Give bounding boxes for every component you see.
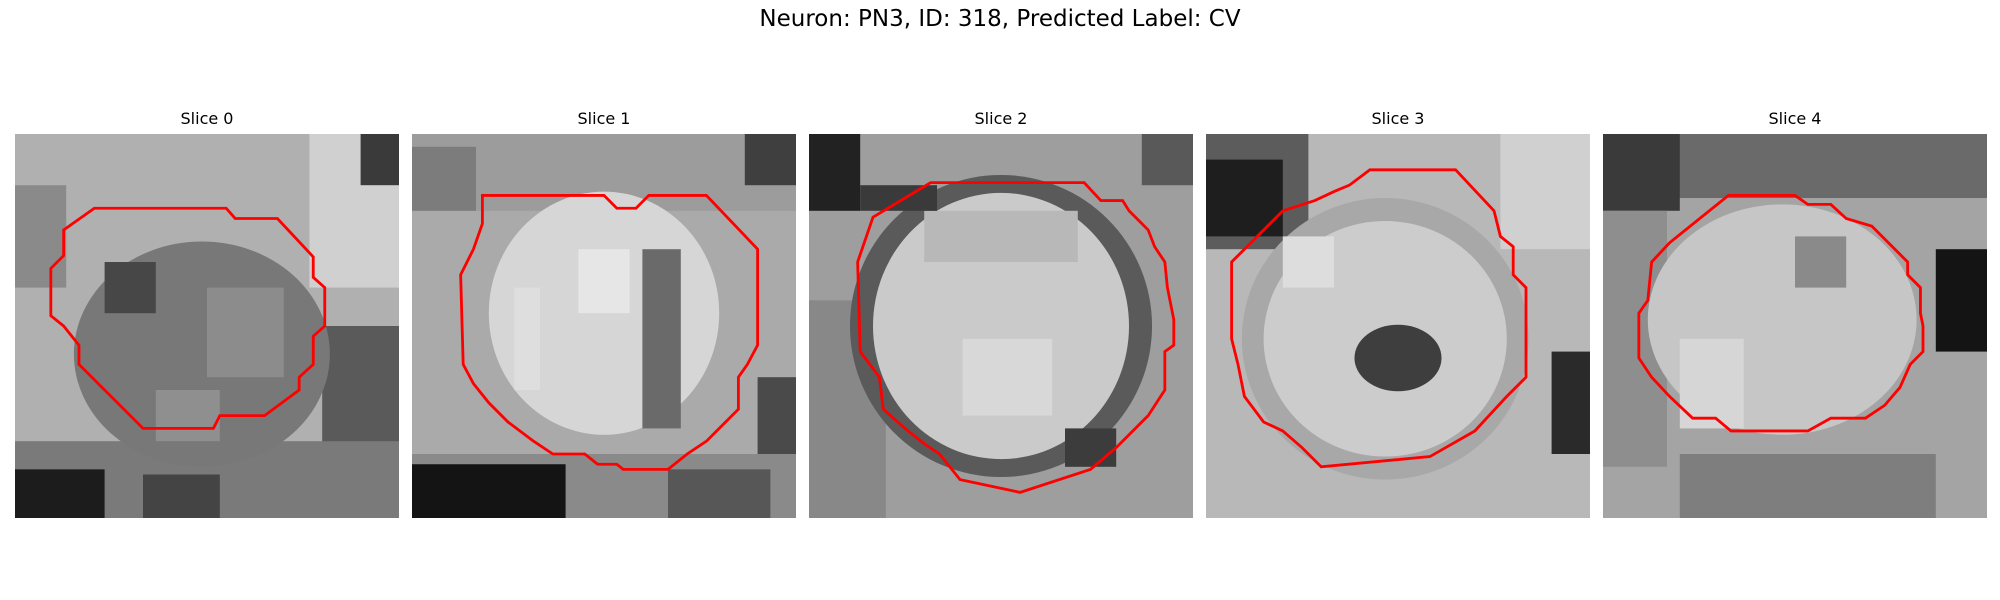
slice-image-2	[809, 134, 1193, 518]
slice-title-3: Slice 3	[1371, 109, 1425, 128]
slice-image-3	[1206, 134, 1590, 518]
slice-panel-1: Slice 1	[412, 108, 796, 518]
slice-title-4: Slice 4	[1768, 109, 1822, 128]
slice-panel-3: Slice 3	[1206, 108, 1590, 518]
slice-panel-0: Slice 0	[15, 108, 399, 518]
slice-title-1: Slice 1	[577, 109, 631, 128]
slice-panel-2: Slice 2	[809, 108, 1193, 518]
slice-image-0	[15, 134, 399, 518]
segmentation-contour-0	[49, 206, 327, 430]
segmentation-contour-4	[1637, 194, 1925, 433]
slice-panel-4: Slice 4	[1603, 108, 1987, 518]
segmentation-contour-1	[459, 194, 760, 471]
segmentation-contour-3	[1230, 168, 1528, 469]
segmentation-contour-2	[856, 181, 1176, 494]
slice-image-1	[412, 134, 796, 518]
slice-image-4	[1603, 134, 1987, 518]
slice-title-0: Slice 0	[180, 109, 234, 128]
figure-title: Neuron: PN3, ID: 318, Predicted Label: C…	[759, 6, 1241, 32]
slice-title-2: Slice 2	[974, 109, 1028, 128]
